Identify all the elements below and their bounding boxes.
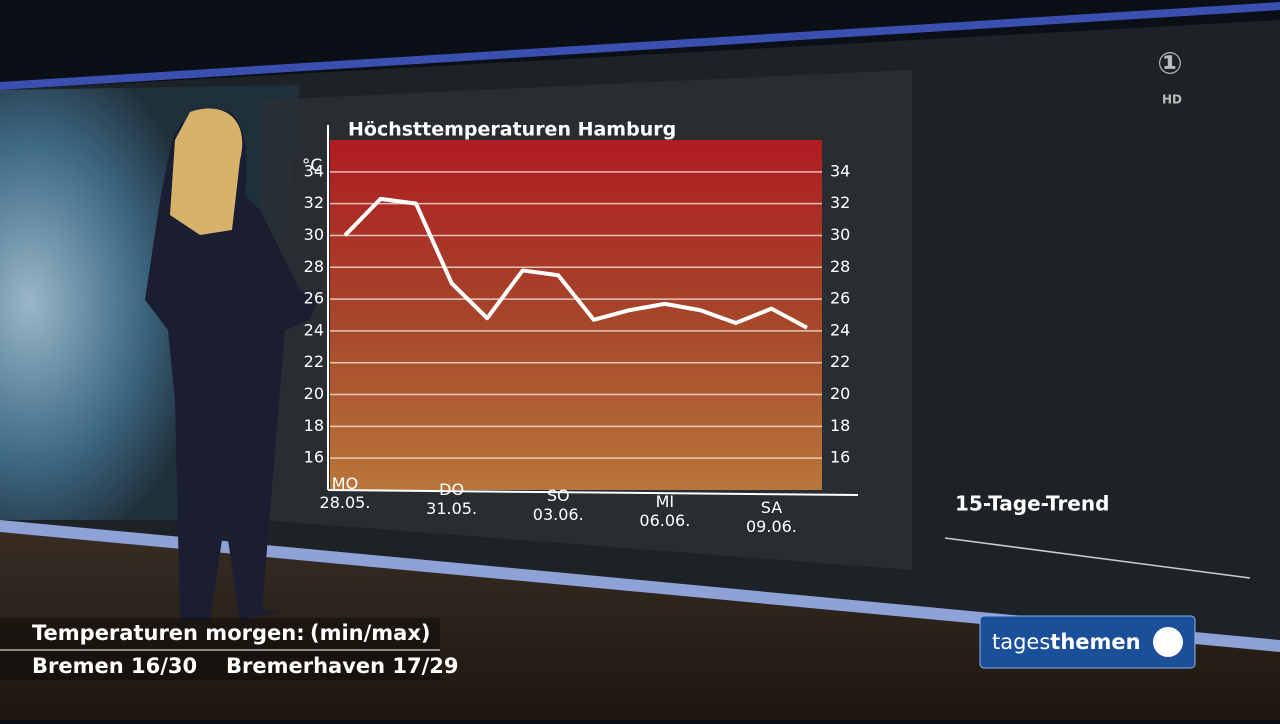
y-tick-label: 16 <box>830 448 850 467</box>
ticker-note: (min/max) <box>310 621 431 645</box>
y-tick-label: 32 <box>830 193 850 212</box>
y-tick-label: 18 <box>304 416 324 435</box>
y-tick-label: 26 <box>830 289 850 308</box>
x-tick-label: SA 09.06. <box>746 498 797 536</box>
presenter-hair <box>170 108 243 235</box>
trend-line <box>944 537 1251 579</box>
y-tick-label: 20 <box>304 384 324 403</box>
logo-tages: tages <box>992 630 1050 654</box>
ticker-heading: Temperaturen morgen: <box>32 621 305 645</box>
wall-edge <box>0 2 1280 90</box>
trend-label: 15-Tage-Trend <box>955 492 1109 516</box>
y-tick-label: 32 <box>304 193 324 212</box>
ticker-item: Bremen 16/30 <box>32 654 198 678</box>
logo-icon <box>1153 627 1183 657</box>
y-tick-label: 34 <box>830 161 850 180</box>
ticker-item: Bremerhaven 17/29 <box>226 654 459 678</box>
y-tick-label: 30 <box>304 225 324 244</box>
y-tick-label: 16 <box>304 448 324 467</box>
logo-text: tagesthemen <box>992 630 1141 654</box>
presenter <box>145 109 318 620</box>
y-tick-label: 24 <box>304 320 324 339</box>
y-unit: °C <box>302 156 322 176</box>
channel-logo: ① <box>1157 47 1182 82</box>
x-tick-label: MI 06.06. <box>639 492 691 530</box>
chart-title: Höchsttemperaturen Hamburg <box>348 119 676 141</box>
y-tick-label: 22 <box>830 352 850 371</box>
logo-themen: themen <box>1050 630 1140 654</box>
y-tick-label: 20 <box>830 384 850 403</box>
y-tick-label: 22 <box>304 352 324 371</box>
x-tick-label: DO 31.05. <box>426 480 478 518</box>
floor-edge <box>0 520 1280 652</box>
x-tick-label: SO 03.06. <box>532 486 584 524</box>
ticker-bg <box>0 618 440 680</box>
y-tick-label: 28 <box>830 257 850 276</box>
x-tick-label: MO 28.05. <box>319 474 371 512</box>
y-tick-label: 26 <box>304 289 324 308</box>
y-tick-label: 28 <box>304 257 324 276</box>
hd-label: HD <box>1162 93 1182 107</box>
temperature-line <box>343 196 808 330</box>
logo-box <box>979 615 1196 669</box>
x-axis <box>327 489 859 496</box>
y-tick-label: 24 <box>830 320 850 339</box>
floor <box>0 520 1280 720</box>
y-tick-label: 30 <box>830 225 850 244</box>
y-tick-label: 34 <box>304 161 324 180</box>
y-tick-label: 18 <box>830 416 850 435</box>
plot-background <box>330 140 822 490</box>
